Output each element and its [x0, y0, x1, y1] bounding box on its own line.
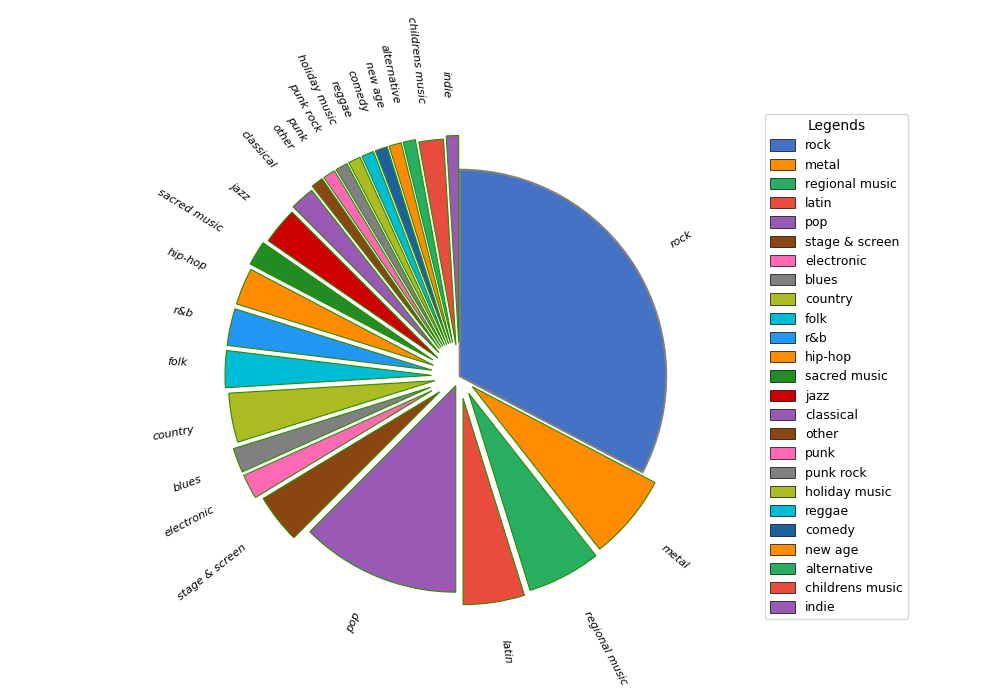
Wedge shape — [268, 212, 438, 358]
Text: indie: indie — [441, 71, 451, 99]
Wedge shape — [362, 151, 447, 344]
Text: sacred music: sacred music — [156, 188, 225, 234]
Text: hip-hop: hip-hop — [166, 247, 209, 272]
Text: regional music: regional music — [582, 609, 629, 686]
Text: pop: pop — [345, 611, 363, 634]
Wedge shape — [375, 147, 449, 344]
Text: r&b: r&b — [172, 305, 194, 319]
Text: electronic: electronic — [163, 504, 216, 538]
Wedge shape — [336, 164, 443, 346]
Text: blues: blues — [171, 474, 203, 494]
Wedge shape — [349, 158, 445, 345]
Wedge shape — [227, 309, 432, 370]
Wedge shape — [460, 169, 666, 472]
Wedge shape — [324, 171, 441, 347]
Wedge shape — [229, 381, 435, 442]
Text: folk: folk — [167, 358, 188, 368]
Wedge shape — [310, 386, 456, 592]
Text: jazz: jazz — [228, 181, 251, 202]
Wedge shape — [419, 139, 456, 345]
Wedge shape — [237, 270, 434, 365]
Text: reggae: reggae — [329, 79, 353, 120]
Text: classical: classical — [239, 129, 277, 171]
Wedge shape — [469, 393, 596, 590]
Wedge shape — [446, 136, 459, 342]
Wedge shape — [463, 398, 524, 605]
Text: childrens music: childrens music — [406, 15, 427, 104]
Wedge shape — [233, 387, 431, 472]
Text: rock: rock — [668, 229, 694, 250]
Text: alternative: alternative — [379, 43, 401, 104]
Text: holiday music: holiday music — [295, 52, 338, 127]
Wedge shape — [293, 190, 439, 353]
Text: latin: latin — [500, 639, 513, 665]
Legend: rock, metal, regional music, latin, pop, stage & screen, electronic, blues, coun: rock, metal, regional music, latin, pop,… — [765, 114, 908, 620]
Wedge shape — [389, 143, 451, 343]
Wedge shape — [250, 243, 433, 360]
Text: punk: punk — [285, 114, 309, 143]
Text: punk rock: punk rock — [287, 81, 323, 134]
Wedge shape — [244, 391, 432, 498]
Text: country: country — [152, 425, 195, 442]
Text: stage & screen: stage & screen — [176, 542, 248, 601]
Wedge shape — [403, 140, 453, 343]
Wedge shape — [225, 351, 431, 388]
Wedge shape — [472, 386, 655, 549]
Text: metal: metal — [659, 542, 690, 570]
Wedge shape — [263, 392, 440, 538]
Text: other: other — [269, 122, 295, 153]
Text: comedy: comedy — [345, 69, 369, 113]
Text: new age: new age — [363, 60, 385, 108]
Wedge shape — [312, 178, 439, 349]
